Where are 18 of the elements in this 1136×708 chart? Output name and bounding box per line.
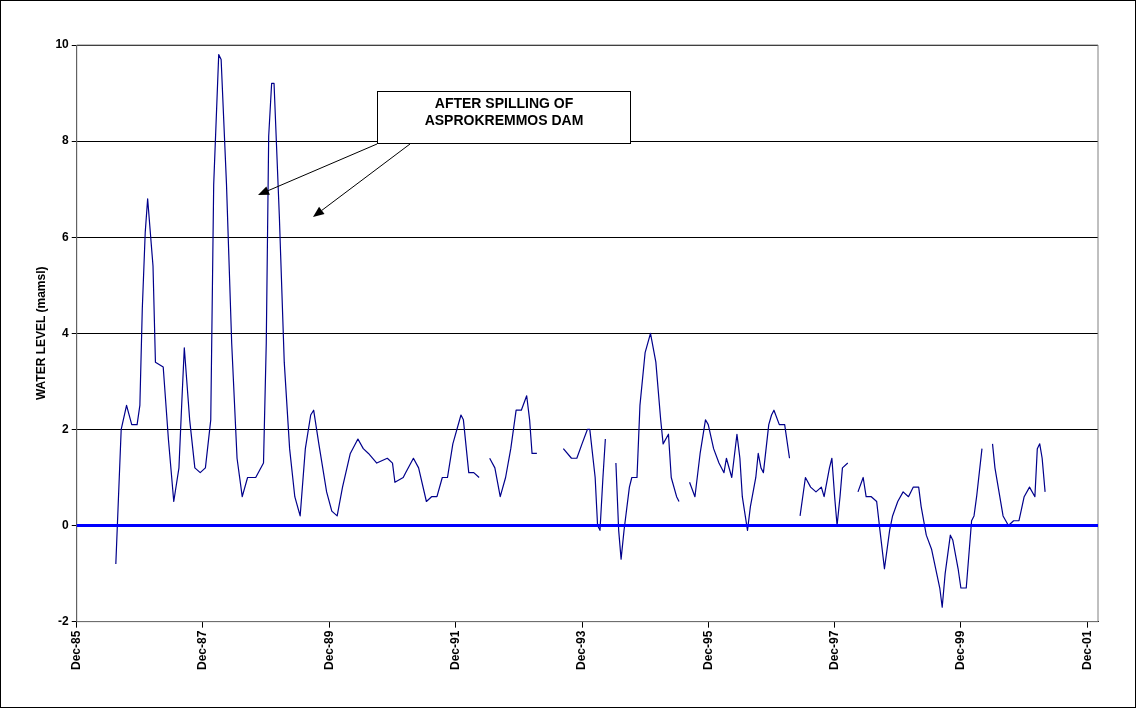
y-tick-label: 6 bbox=[62, 229, 70, 244]
y-tick-label: 0 bbox=[62, 517, 70, 532]
y-tick-label: 4 bbox=[62, 325, 70, 340]
y-tick-label: 2 bbox=[62, 421, 70, 436]
x-tick-label: Dec-93 bbox=[574, 630, 589, 670]
y-tick-label: -2 bbox=[58, 613, 70, 628]
y-tick-label: 10 bbox=[55, 37, 70, 52]
x-tick-label: Dec-99 bbox=[953, 630, 968, 670]
x-tick-label: Dec-89 bbox=[321, 630, 336, 670]
x-tick-label: Dec-85 bbox=[69, 630, 84, 670]
x-tick-label: Dec-97 bbox=[826, 630, 841, 670]
y-axis-title: WATER LEVEL (mamsl) bbox=[33, 266, 48, 401]
y-tick-label: 8 bbox=[62, 133, 70, 148]
x-tick-label: Dec-91 bbox=[447, 630, 462, 670]
x-tick-label: Dec-95 bbox=[700, 630, 715, 670]
x-tick-label: Dec-01 bbox=[1079, 630, 1094, 670]
callout-box: AFTER SPILLING OF ASPROKREMMOS DAM bbox=[377, 91, 631, 144]
x-tick-label: Dec-87 bbox=[195, 630, 210, 670]
